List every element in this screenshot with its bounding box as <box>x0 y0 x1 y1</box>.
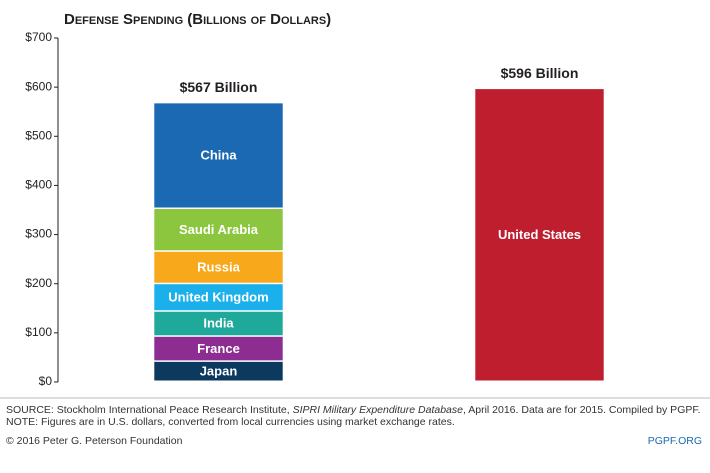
y-tick-label: $600 <box>25 79 52 93</box>
bar-segment <box>154 103 283 208</box>
bar-segment <box>154 284 283 311</box>
segment-label: Japan <box>200 363 238 378</box>
bar-segment <box>154 311 283 336</box>
y-tick-label: $400 <box>25 178 52 192</box>
copyright: © 2016 Peter G. Peterson Foundation <box>6 435 183 447</box>
source: SOURCE: Stockholm International Peace Re… <box>6 404 701 416</box>
total-label: $567 Billion <box>180 79 258 95</box>
bar-segment <box>154 336 283 361</box>
total-label: $596 Billion <box>501 65 579 81</box>
y-tick-label: $200 <box>25 276 52 290</box>
bar-segment <box>154 209 283 251</box>
source-part: SIPRI Military Expenditure Database <box>293 404 464 416</box>
source-part: SOURCE: Stockholm International Peace Re… <box>6 404 293 416</box>
segment-label: India <box>203 316 234 331</box>
y-tick-label: $500 <box>25 128 52 142</box>
segment-label: France <box>197 341 240 356</box>
site: PGPF.ORG <box>648 435 702 447</box>
chart-title: Defense Spending (Billions of Dollars) <box>64 11 331 28</box>
segment-label: China <box>200 148 237 163</box>
note: NOTE: Figures are in U.S. dollars, conve… <box>6 416 455 428</box>
segment-label: Russia <box>197 259 240 274</box>
y-tick-label: $700 <box>25 30 52 44</box>
segment-label: Saudi Arabia <box>179 222 259 237</box>
y-tick-label: $300 <box>25 227 52 241</box>
bar-segment <box>475 89 604 381</box>
segment-label: United Kingdom <box>168 289 268 304</box>
segment-label: United States <box>498 227 581 242</box>
bar-segment <box>154 361 283 381</box>
source-part: , April 2016. Data are for 2015. Compile… <box>463 404 701 416</box>
y-tick-label: $100 <box>25 325 52 339</box>
bar-segment <box>154 251 283 283</box>
y-tick-label: $0 <box>39 374 53 388</box>
